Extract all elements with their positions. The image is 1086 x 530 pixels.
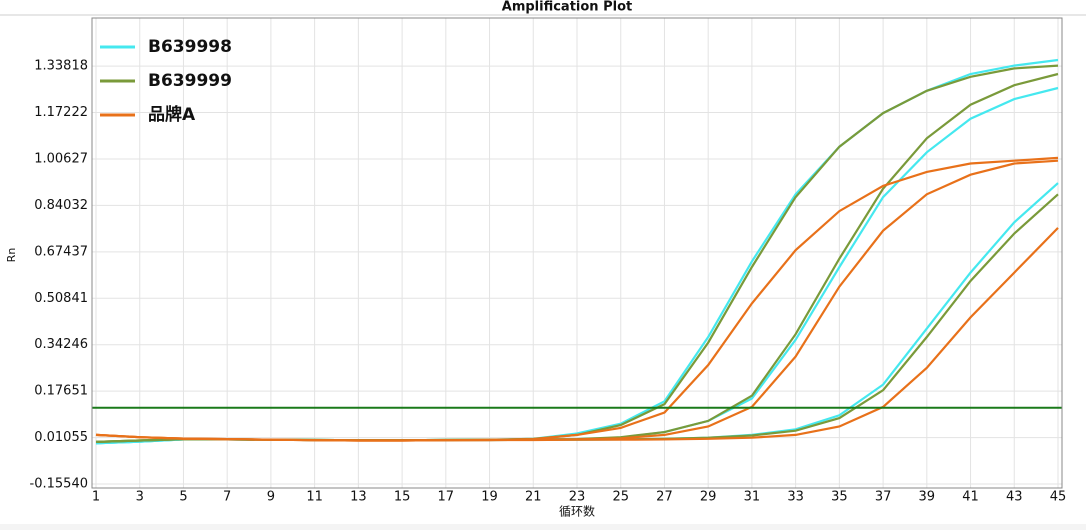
y-tick-label: 1.00627 <box>34 151 88 166</box>
x-tick-label: 29 <box>700 490 717 505</box>
plot-area <box>92 58 1062 445</box>
x-tick-label: 33 <box>787 490 804 505</box>
x-tick-label: 27 <box>656 490 673 505</box>
x-tick-label: 35 <box>831 490 848 505</box>
x-tick-label: 43 <box>1006 490 1023 505</box>
x-tick-label: 15 <box>394 490 411 505</box>
x-tick-label: 7 <box>223 490 231 505</box>
legend: B639998 B639999 品牌A <box>100 37 232 125</box>
x-tick-label: 31 <box>744 490 761 505</box>
legend-label: 品牌A <box>148 104 196 125</box>
x-tick-label: 21 <box>525 490 542 505</box>
x-tick-label: 9 <box>267 490 275 505</box>
x-tick-label: 19 <box>481 490 498 505</box>
chart-title: Amplification Plot <box>502 0 632 15</box>
y-tick-label: 0.01055 <box>34 430 88 445</box>
x-tick-label: 23 <box>569 490 586 505</box>
x-tick-label: 41 <box>962 490 979 505</box>
x-axis-label: 循环数 <box>559 504 595 519</box>
y-tick-label: 1.17222 <box>34 105 88 120</box>
x-tick-label: 1 <box>92 490 100 505</box>
y-tick-label: 1.33818 <box>34 59 88 74</box>
y-axis-label: Rn <box>5 248 18 263</box>
x-tick-label: 3 <box>136 490 144 505</box>
y-tick-label: 0.50841 <box>34 291 88 306</box>
y-tick-label: 0.67437 <box>34 244 88 259</box>
y-tick-label: 0.34246 <box>34 337 88 352</box>
y-tick-label: 0.84032 <box>34 198 88 213</box>
x-tick-label: 5 <box>179 490 187 505</box>
x-tick-label: 39 <box>919 490 936 505</box>
amplification-curve <box>95 227 1059 442</box>
y-tick-label: 0.17651 <box>34 384 88 399</box>
plot-frame <box>91 17 1063 489</box>
legend-label: B639998 <box>148 37 232 57</box>
x-tick-label: 13 <box>350 490 367 505</box>
y-tick-label: -0.15540 <box>30 477 88 492</box>
grid <box>92 18 1062 488</box>
x-tick-label: 11 <box>306 490 323 505</box>
legend-label: B639999 <box>148 71 232 91</box>
x-tick-label: 25 <box>612 490 629 505</box>
x-tick-label: 37 <box>875 490 892 505</box>
x-tick-label: 45 <box>1050 490 1067 505</box>
x-tick-label: 17 <box>438 490 455 505</box>
